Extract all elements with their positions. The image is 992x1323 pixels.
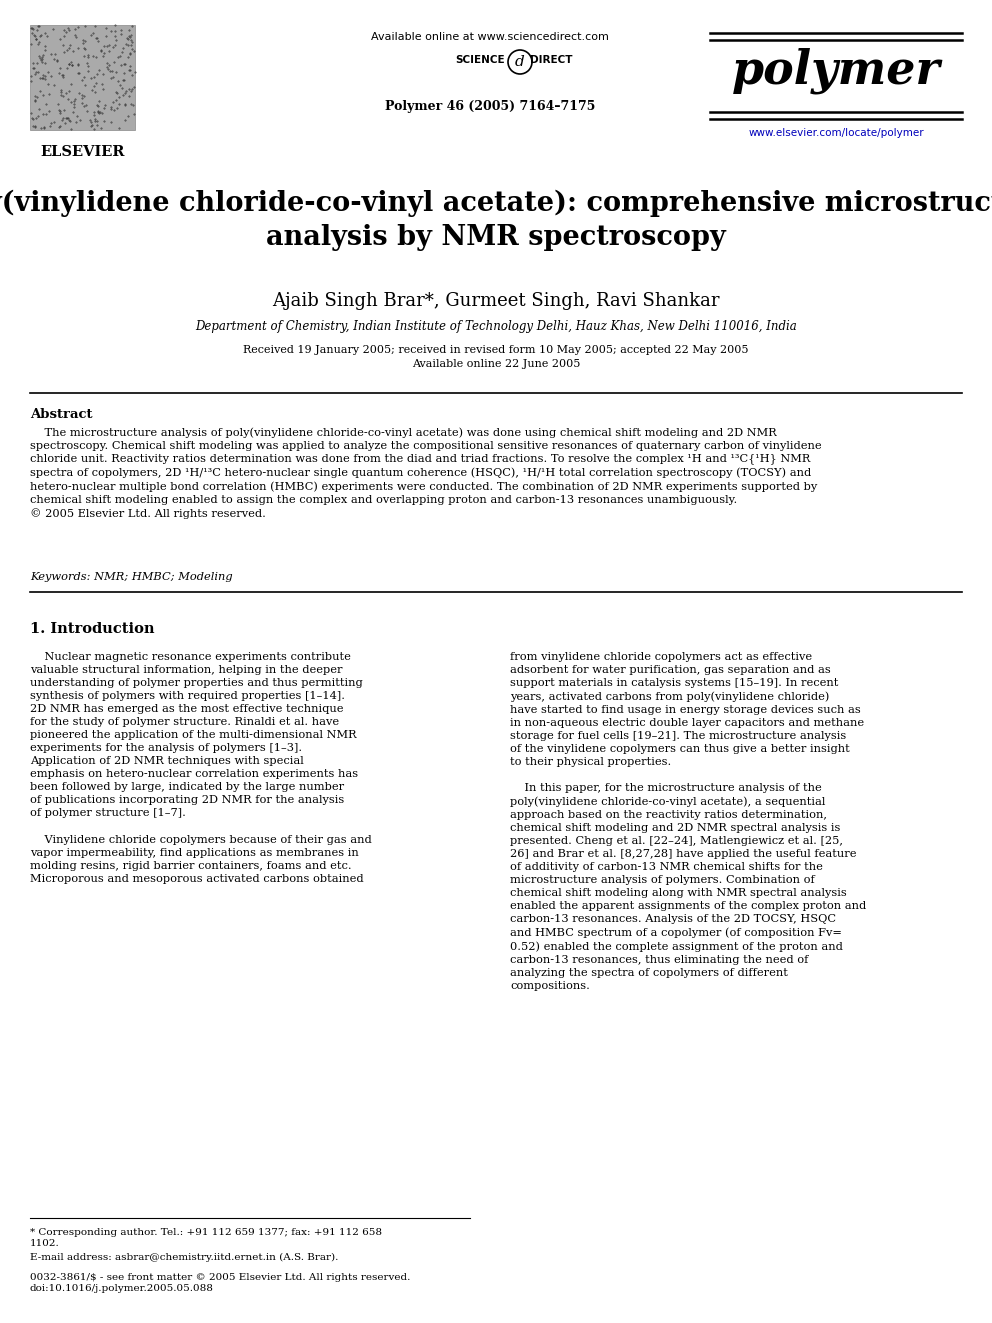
Text: Department of Chemistry, Indian Institute of Technology Delhi, Hauz Khas, New De: Department of Chemistry, Indian Institut… [195,320,797,333]
Text: d: d [515,56,525,69]
Text: Ajaib Singh Brar*, Gurmeet Singh, Ravi Shankar: Ajaib Singh Brar*, Gurmeet Singh, Ravi S… [272,292,720,310]
Text: E-mail address: asbrar@chemistry.iitd.ernet.in (A.S. Brar).: E-mail address: asbrar@chemistry.iitd.er… [30,1253,338,1262]
Text: 0032-3861/$ - see front matter © 2005 Elsevier Ltd. All rights reserved.
doi:10.: 0032-3861/$ - see front matter © 2005 El… [30,1273,411,1293]
Text: Keywords: NMR; HMBC; Modeling: Keywords: NMR; HMBC; Modeling [30,572,233,582]
Text: Received 19 January 2005; received in revised form 10 May 2005; accepted 22 May : Received 19 January 2005; received in re… [243,345,749,369]
Text: Abstract: Abstract [30,407,92,421]
Text: ELSEVIER: ELSEVIER [41,146,125,159]
Bar [30,25,135,130]
Text: The microstructure analysis of poly(vinylidene chloride-co-vinyl acetate) was do: The microstructure analysis of poly(viny… [30,427,821,519]
Text: from vinylidene chloride copolymers act as effective
adsorbent for water purific: from vinylidene chloride copolymers act … [510,652,866,991]
Text: polymer: polymer [732,48,940,94]
Text: DIRECT: DIRECT [530,56,572,65]
Text: Polymer 46 (2005) 7164–7175: Polymer 46 (2005) 7164–7175 [385,101,595,112]
Text: SCIENCE: SCIENCE [455,56,505,65]
Text: * Corresponding author. Tel.: +91 112 659 1377; fax: +91 112 658
1102.: * Corresponding author. Tel.: +91 112 65… [30,1228,382,1248]
Text: Available online at www.sciencedirect.com: Available online at www.sciencedirect.co… [371,32,609,42]
Text: Poly(vinylidene chloride-co-vinyl acetate): comprehensive microstructure
analysi: Poly(vinylidene chloride-co-vinyl acetat… [0,191,992,250]
Text: www.elsevier.com/locate/polymer: www.elsevier.com/locate/polymer [748,128,924,138]
Text: 1. Introduction: 1. Introduction [30,622,155,636]
Text: Nuclear magnetic resonance experiments contribute
valuable structural informatio: Nuclear magnetic resonance experiments c… [30,652,372,884]
